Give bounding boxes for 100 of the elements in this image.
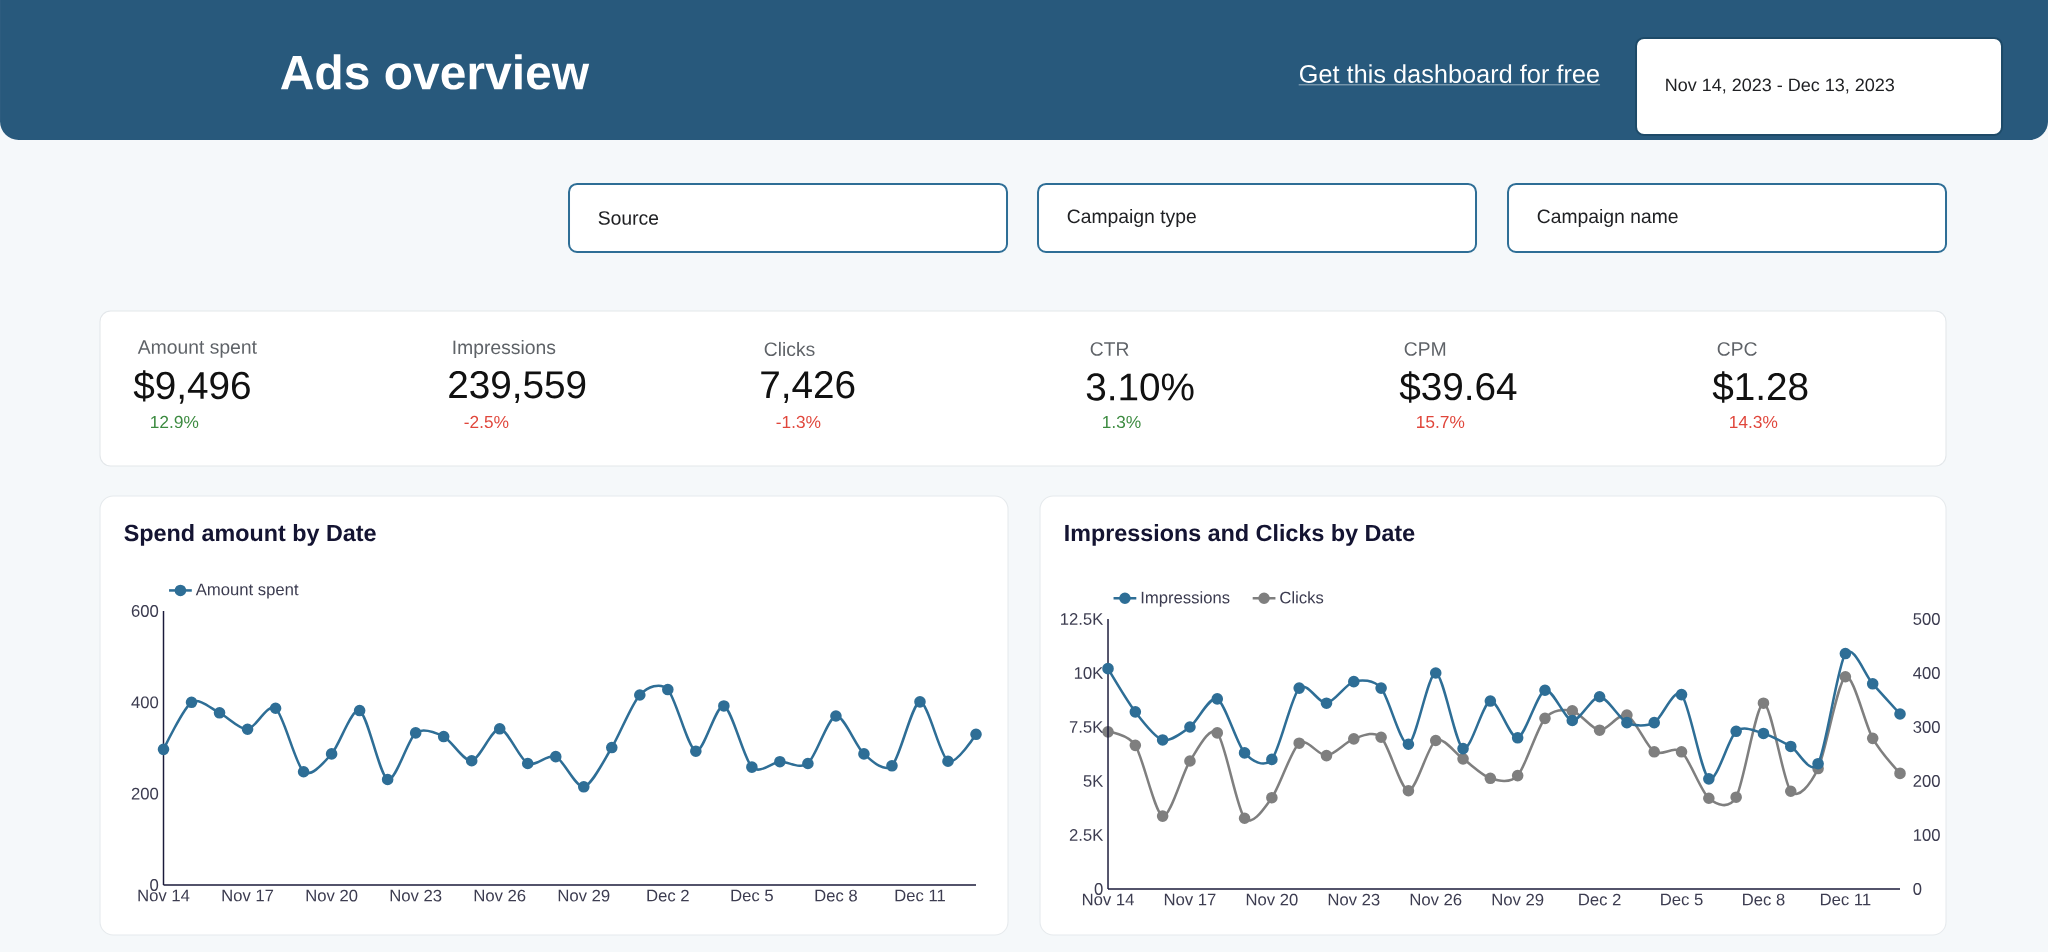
text: 15.7% — [1417, 415, 1465, 429]
point — [213, 707, 226, 719]
point — [1730, 725, 1742, 738]
point — [381, 773, 394, 786]
point — [1757, 697, 1770, 710]
x-tick-label: Nov 26 — [474, 889, 526, 902]
x-tick-label: Nov 29 — [558, 889, 610, 902]
point — [241, 723, 254, 736]
y-tick-label: 200 — [131, 787, 159, 800]
point — [577, 781, 590, 793]
point — [1566, 704, 1579, 717]
point — [1102, 662, 1114, 675]
point — [353, 704, 366, 717]
point — [1784, 785, 1797, 798]
text: Campaign type — [1067, 208, 1196, 227]
text: 14.3% — [1730, 415, 1778, 429]
point — [1675, 688, 1688, 701]
point — [1784, 740, 1797, 753]
legend-label: Clicks — [1280, 591, 1324, 604]
point — [1566, 714, 1579, 727]
text: 3.10% — [1086, 373, 1194, 401]
point — [1648, 716, 1661, 729]
point — [1238, 812, 1251, 825]
point — [1894, 708, 1906, 720]
point — [1348, 733, 1360, 745]
point — [1211, 693, 1224, 705]
point — [1402, 784, 1415, 797]
x-tick-label: Nov 26 — [1410, 893, 1462, 906]
text: Campaign name — [1537, 208, 1678, 227]
x-tick-label: Nov 29 — [1492, 893, 1544, 906]
point — [1457, 742, 1469, 755]
point — [1184, 755, 1196, 767]
point — [1348, 675, 1360, 688]
point — [521, 757, 534, 770]
x-tick-label: Dec 8 — [1743, 893, 1785, 906]
point — [1730, 791, 1742, 803]
point — [1375, 682, 1387, 694]
point — [1211, 727, 1224, 739]
y-tick-label: 0 — [1094, 883, 1103, 895]
y-tick-label: 2.5K — [1069, 829, 1104, 841]
point — [437, 730, 450, 743]
point — [493, 723, 506, 735]
y2-tick-label: 300 — [1913, 721, 1940, 733]
point — [1129, 739, 1142, 752]
point — [1593, 690, 1606, 703]
point — [1866, 677, 1879, 690]
point — [1839, 647, 1852, 660]
point — [465, 754, 478, 767]
point — [1184, 721, 1196, 733]
point — [1675, 746, 1688, 758]
y-tick-label: 5K — [1083, 775, 1104, 787]
chart-title: Impressions and Clicks by Date — [1065, 524, 1415, 546]
point — [157, 743, 170, 756]
text: 7,426 — [761, 371, 855, 403]
point — [1539, 712, 1551, 725]
point — [1484, 695, 1497, 707]
chart-title: Spend amount by Date — [124, 524, 376, 546]
x-tick-label: Nov 17 — [222, 889, 274, 902]
point — [269, 702, 282, 715]
y2-tick-label: 400 — [1913, 667, 1940, 679]
point — [774, 755, 786, 768]
text: Nov 14, 2023 - Dec 13, 2023 — [1666, 78, 1895, 94]
x-tick-label: Nov 20 — [306, 889, 358, 902]
point — [1293, 737, 1305, 749]
point — [1129, 706, 1142, 718]
point — [718, 700, 730, 712]
x-tick-label: Dec 11 — [1820, 893, 1871, 906]
point — [1429, 667, 1442, 679]
point — [1238, 747, 1251, 759]
point — [1320, 749, 1333, 762]
point — [1866, 732, 1879, 745]
text: CTR — [1090, 342, 1129, 356]
x-tick-label: Nov 14 — [1082, 893, 1134, 906]
y2-tick-label: 0 — [1913, 883, 1922, 895]
point — [185, 696, 198, 709]
point — [830, 710, 842, 722]
point — [1293, 682, 1305, 694]
x-tick-label: Nov 23 — [390, 889, 442, 902]
y-tick-label: 10K — [1074, 667, 1104, 679]
point — [1757, 727, 1770, 740]
legend-label: Amount spent — [195, 583, 299, 599]
point — [1621, 716, 1633, 729]
point — [858, 748, 870, 760]
x-tick-label: Dec 8 — [815, 889, 857, 902]
point — [1593, 724, 1606, 737]
point — [1156, 810, 1169, 822]
point — [1156, 734, 1169, 746]
x-tick-label: Nov 17 — [1164, 893, 1216, 906]
point — [1402, 738, 1415, 751]
text: 239,559 — [449, 371, 586, 403]
point — [886, 759, 898, 772]
point — [802, 757, 814, 770]
x-tick-label: Dec 2 — [647, 889, 689, 902]
point — [409, 727, 422, 739]
y-tick-label: 12.5K — [1061, 613, 1104, 625]
text: -1.3% — [776, 415, 821, 429]
text: Clicks — [764, 341, 815, 357]
text: -2.5% — [464, 415, 509, 429]
point — [1703, 773, 1715, 785]
point — [1457, 753, 1469, 765]
